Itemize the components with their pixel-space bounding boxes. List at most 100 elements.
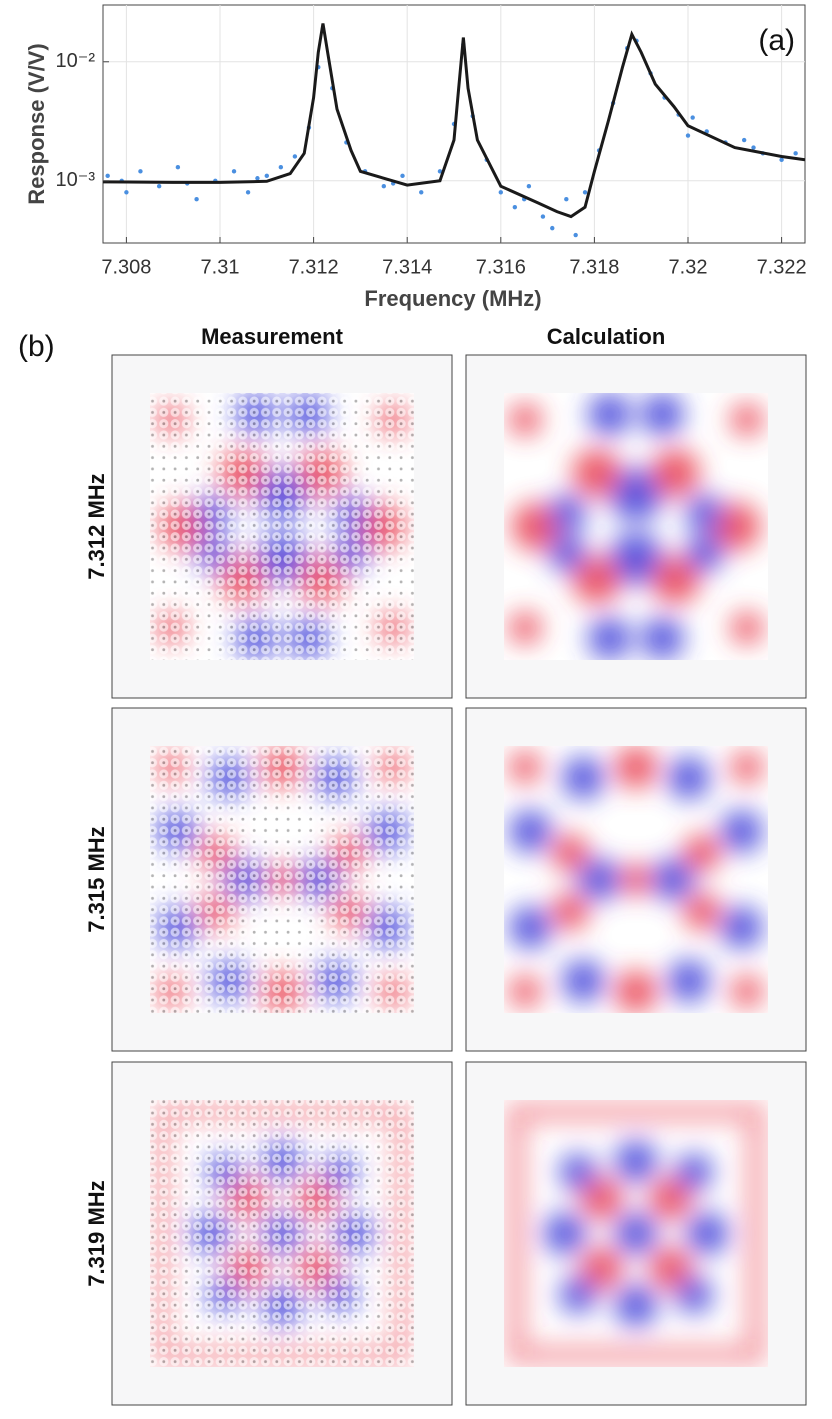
- mode-lobe: [675, 1153, 713, 1191]
- sensor-grid: [150, 1100, 414, 1367]
- mode-lobe: [651, 449, 700, 497]
- data-point: [779, 157, 784, 163]
- mode-lobe: [731, 612, 763, 644]
- sensor-grid: [150, 746, 414, 1013]
- mode-lobe: [551, 834, 589, 872]
- column-title: Measurement: [201, 324, 344, 349]
- mode-lobe: [577, 858, 621, 901]
- mode-lobe: [731, 403, 763, 436]
- mode-frame: [507, 1103, 765, 1364]
- row-label: 7.315 MHz: [84, 826, 109, 932]
- y-tick-label: 10⁻²: [56, 50, 96, 72]
- mode-lobe: [683, 893, 721, 931]
- x-tick-label: 7.322: [757, 256, 807, 278]
- mode-lobe: [559, 1153, 597, 1191]
- mode-lobe: [620, 863, 652, 896]
- data-point: [437, 169, 443, 174]
- data-point: [540, 214, 546, 219]
- sensor-grid: [150, 393, 414, 660]
- data-point: [512, 204, 518, 210]
- mode-field: [509, 746, 763, 1013]
- mode-lobe: [731, 975, 763, 1008]
- mode-map: [504, 1100, 768, 1367]
- mode-lobe: [667, 756, 710, 800]
- data-point: [245, 190, 251, 195]
- mode-lobe: [609, 468, 663, 521]
- x-tick-label: 7.308: [101, 256, 151, 278]
- y-axis-title: Response (V/V): [24, 43, 49, 204]
- mode-lobe: [580, 1177, 623, 1220]
- column-title: Calculation: [547, 324, 666, 349]
- data-point: [685, 133, 691, 138]
- x-tick-label: 7.31: [201, 256, 240, 278]
- x-axis-title: Frequency (MHz): [364, 286, 541, 311]
- mode-lobe: [686, 494, 724, 532]
- mode-lobe: [675, 1276, 713, 1314]
- mode-lobe: [543, 1212, 586, 1255]
- mode-lobe: [511, 502, 560, 551]
- data-point: [381, 184, 386, 189]
- mode-lobe: [651, 556, 700, 604]
- data-point: [751, 145, 756, 150]
- mode-lobe: [559, 1276, 597, 1314]
- x-tick-label: 7.312: [289, 256, 339, 278]
- mode-lobe: [551, 893, 589, 931]
- mode-lobe: [609, 532, 663, 585]
- data-point: [255, 176, 260, 181]
- mode-lobe: [509, 906, 552, 949]
- mode-map: [150, 746, 414, 1013]
- mode-lobe: [509, 975, 541, 1008]
- data-point: [793, 151, 798, 156]
- data-point: [573, 232, 578, 238]
- mode-lobe: [509, 751, 541, 784]
- mode-lobe: [649, 1177, 692, 1220]
- data-point: [526, 184, 532, 189]
- mode-lobe: [509, 403, 541, 436]
- mode-lobe: [548, 534, 586, 572]
- data-point: [278, 165, 284, 170]
- data-point: [400, 173, 405, 179]
- x-tick-label: 7.32: [669, 256, 708, 278]
- data-point: [582, 190, 588, 195]
- mode-lobe: [548, 494, 586, 532]
- mode-lobe: [580, 1247, 623, 1290]
- mode-lobe: [509, 810, 552, 853]
- mode-lobe: [720, 906, 763, 949]
- mode-lobe: [572, 449, 621, 497]
- mode-lobe: [509, 612, 541, 644]
- data-point: [124, 190, 129, 195]
- mode-field: [509, 393, 763, 660]
- panel-label: (b): [18, 330, 55, 363]
- mode-lobe: [614, 1140, 658, 1183]
- mode-lobe: [614, 970, 658, 1013]
- mode-lobe: [614, 746, 658, 789]
- mode-lobe: [667, 959, 710, 1003]
- mode-map: [504, 393, 768, 660]
- mode-lobe: [731, 751, 763, 784]
- mode-lobe: [641, 393, 684, 436]
- mode-lobe: [720, 810, 763, 853]
- mode-lobe: [649, 1247, 692, 1290]
- mode-lobe: [588, 617, 631, 660]
- mode-lobe: [572, 556, 621, 604]
- mode-map: [150, 393, 414, 660]
- mode-lobe: [683, 834, 721, 872]
- data-point: [564, 197, 569, 202]
- row-label: 7.319 MHz: [84, 1180, 109, 1286]
- data-point: [690, 115, 695, 120]
- mode-map: [504, 746, 768, 1013]
- mode-lobe: [562, 756, 605, 800]
- fit-line: [103, 23, 805, 219]
- mode-map: [150, 1100, 414, 1367]
- data-point: [156, 184, 162, 189]
- data-point: [741, 137, 747, 143]
- mode-lobe: [641, 617, 684, 660]
- row-label: 7.312 MHz: [84, 473, 109, 579]
- mode-lobe: [614, 1212, 658, 1255]
- mode-lobe: [562, 959, 605, 1003]
- mode-field: [507, 1103, 765, 1364]
- data-point: [264, 173, 269, 179]
- y-tick-label: 10⁻³: [56, 169, 96, 191]
- mode-lobe: [588, 393, 631, 436]
